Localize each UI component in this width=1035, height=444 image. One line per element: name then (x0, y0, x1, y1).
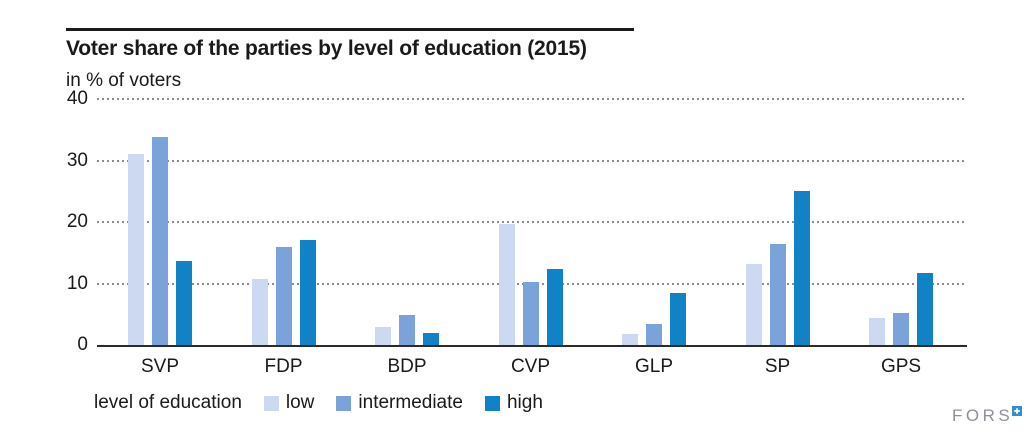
x-tick-label-glp: GLP (634, 356, 674, 377)
bar-high-svp (176, 261, 192, 345)
y-tick-label-30: 30 (66, 149, 88, 171)
x-tick-label-bdp: BDP (387, 356, 427, 377)
bar-high-gps (917, 273, 933, 345)
legend-label-high: high (506, 392, 543, 413)
gridline-20 (97, 221, 967, 223)
title-rule (66, 28, 634, 31)
y-axis-unit-label: in % of voters (66, 70, 182, 91)
bar-low-sp (745, 263, 762, 345)
legend-title: level of education (94, 392, 242, 413)
bar-low-gps (869, 317, 885, 345)
bar-intermediate-gps (893, 313, 909, 345)
chart-title: Voter share of the parties by level of e… (66, 37, 587, 60)
legend-swatch-intermediate (336, 395, 352, 411)
bar-intermediate-bdp (399, 315, 415, 345)
fors-logo-mark-icon (1012, 403, 1023, 416)
gridline-40 (97, 98, 967, 100)
y-tick-label-10: 10 (66, 272, 88, 294)
bar-low-fdp (251, 279, 268, 345)
bar-low-cvp (498, 223, 515, 345)
legend-item-intermediate: intermediate (336, 392, 463, 414)
x-tick-label-gps: GPS (880, 356, 922, 377)
y-tick-label-0: 0 (77, 334, 88, 355)
bar-high-sp (793, 191, 810, 345)
y-tick-label-20: 20 (66, 211, 88, 232)
bar-low-svp (128, 154, 144, 345)
bar-low-bdp (375, 326, 391, 345)
legend: level of education low intermediate high (94, 392, 543, 414)
bar-high-bdp (423, 333, 439, 345)
bar-high-glp (670, 292, 686, 345)
bar-intermediate-fdp (275, 246, 292, 345)
gridline-30 (97, 159, 967, 162)
bar-high-cvp (546, 268, 563, 345)
x-tick-label-svp: SVP (140, 356, 180, 377)
x-tick-label-cvp: CVP (510, 356, 551, 377)
legend-swatch-low (263, 395, 279, 411)
bar-intermediate-glp (646, 324, 662, 345)
legend-item-low: low (263, 392, 315, 414)
bar-intermediate-sp (769, 244, 786, 345)
y-tick-label-40: 40 (66, 88, 88, 109)
fors-logo-text: FORS (952, 406, 1014, 425)
legend-label-intermediate: intermediate (358, 392, 463, 413)
x-tick-label-sp: SP (764, 356, 791, 377)
legend-swatch-high (484, 395, 500, 411)
x-tick-label-fdp: FDP (264, 356, 303, 377)
bar-low-glp (622, 333, 638, 345)
bar-intermediate-svp (152, 137, 168, 345)
bar-intermediate-cvp (522, 281, 539, 345)
fors-logo: FORS (952, 406, 1023, 425)
x-axis-line (97, 345, 967, 347)
bar-high-fdp (299, 239, 316, 345)
legend-item-high: high (484, 392, 543, 414)
legend-label-low: low (285, 392, 315, 413)
